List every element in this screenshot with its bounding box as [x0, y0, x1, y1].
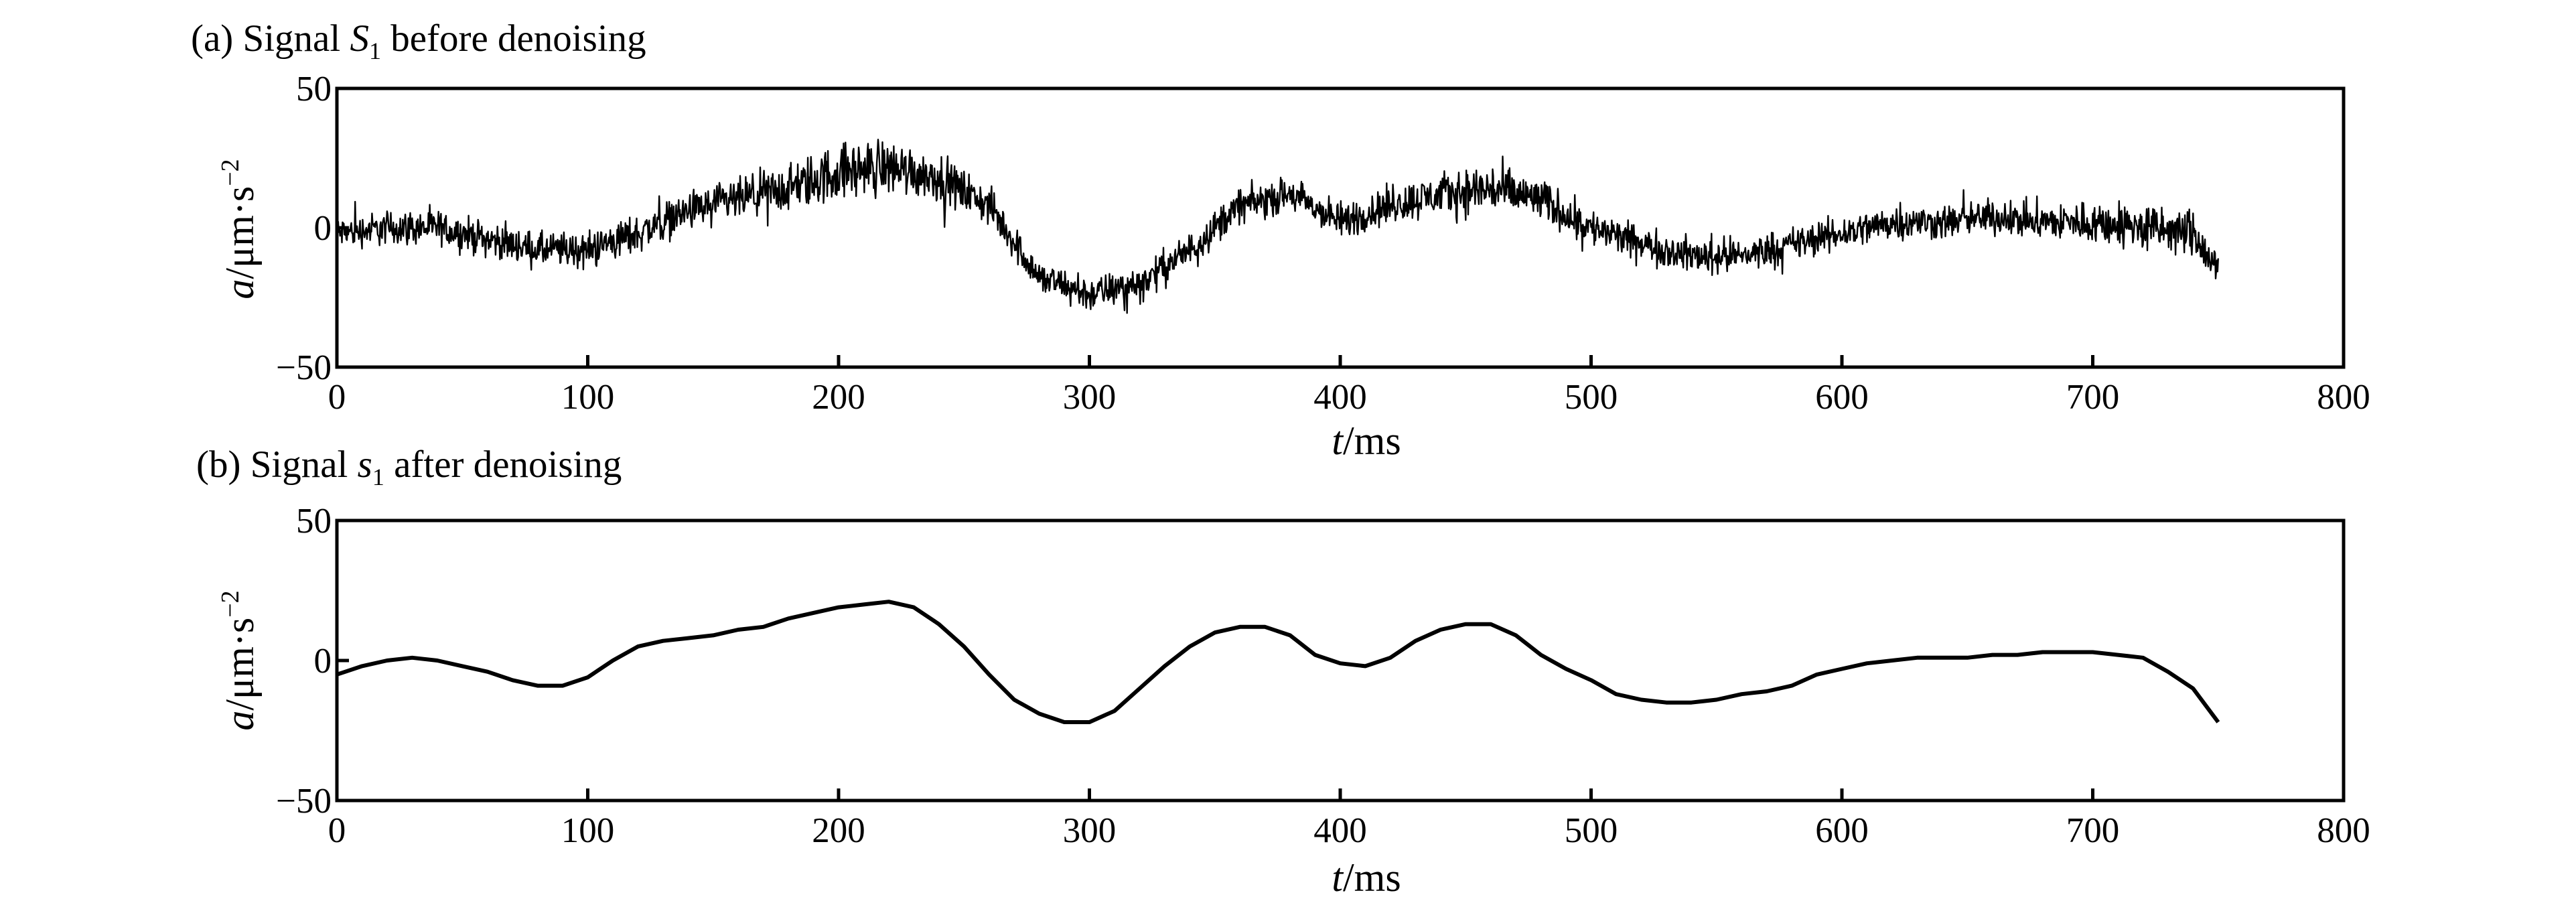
- panel-a-x-tick-label: 300: [1063, 378, 1117, 417]
- panel-b-x-tick-label: 600: [1815, 811, 1869, 850]
- panel-a-x-tick-label: 500: [1565, 378, 1618, 417]
- panel-b-plot-frame: [335, 518, 2346, 803]
- panel-b-y-axis-label: a/μm·s−2: [216, 590, 262, 730]
- panel-a-x-tick-label: 0: [328, 378, 346, 417]
- panel-a-x-tick-label: 800: [2317, 378, 2370, 417]
- panel-a-y-ticks: −50 0 50: [276, 70, 349, 387]
- panel-b-x-tick-label: 500: [1565, 811, 1618, 850]
- panel-b-y-tick-label: 50: [296, 502, 332, 541]
- panel-b-x-tick-label: 400: [1313, 811, 1367, 850]
- panel-b-x-tick-label: 300: [1063, 811, 1117, 850]
- panel-b-y-ticks: −50 0 50: [276, 502, 349, 821]
- panel-a-title: (a) Signal S1 before denoising: [191, 17, 646, 64]
- panel-b-x-tick-label: 200: [812, 811, 865, 850]
- panel-a-x-axis-label: t/ms: [1332, 419, 1401, 463]
- panel-b-y-tick-label: 0: [314, 642, 332, 681]
- panel-b-x-tick-label: 0: [328, 811, 346, 850]
- panel-b-x-tick-label: 800: [2317, 811, 2370, 850]
- panel-a-x-ticks: 0 100 200 300 400 500 600 700 800: [328, 355, 2370, 417]
- panel-b-x-axis-label: t/ms: [1332, 855, 1401, 899]
- panel-a-signal-line: [336, 139, 2219, 314]
- panel-b-title: (b) Signal s1 after denoising: [196, 443, 622, 490]
- panel-b: (b) Signal s1 after denoising 0 100 200 300…: [196, 443, 2370, 899]
- panel-b-y-tick-label: −50: [276, 782, 332, 821]
- panel-b-x-tick-label: 700: [2066, 811, 2120, 850]
- panel-a-x-tick-label: 400: [1313, 378, 1367, 417]
- panel-a-x-tick-label: 100: [561, 378, 615, 417]
- panel-b-x-tick-label: 100: [561, 811, 615, 850]
- panel-a: (a) Signal S1 before denoising 0 100 200 30…: [191, 17, 2370, 463]
- panel-a-y-tick-label: 0: [314, 209, 332, 248]
- panel-a-y-tick-label: −50: [276, 348, 332, 387]
- panel-a-x-tick-label: 700: [2066, 378, 2120, 417]
- panel-b-marks: [336, 600, 2220, 724]
- panel-a-marks: [336, 139, 2219, 314]
- panel-a-x-tick-label: 600: [1815, 378, 1869, 417]
- panel-a-y-axis-label: a/μm·s−2: [216, 159, 262, 299]
- panel-a-y-tick-label: 50: [296, 70, 332, 109]
- panel-b-x-ticks: 0 100 200 300 400 500 600 700 800: [328, 788, 2370, 850]
- panel-b-signal-line: [336, 600, 2220, 724]
- panel-a-x-tick-label: 200: [812, 378, 865, 417]
